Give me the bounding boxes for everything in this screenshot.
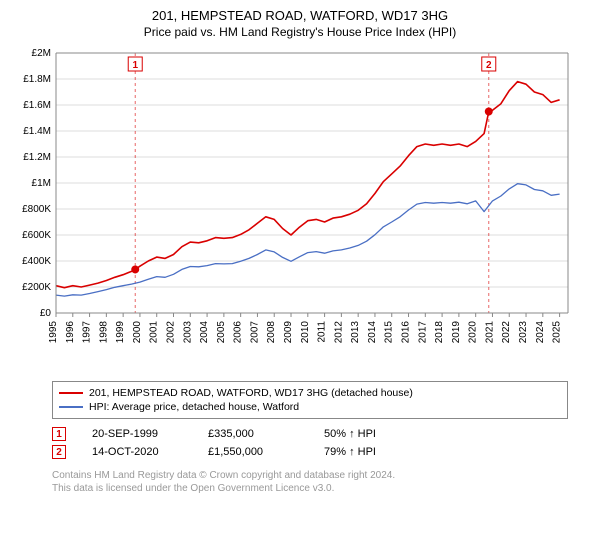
legend-swatch-hpi xyxy=(59,406,83,408)
legend-label-hpi: HPI: Average price, detached house, Watf… xyxy=(89,401,299,413)
svg-text:2021: 2021 xyxy=(484,321,495,344)
svg-text:2004: 2004 xyxy=(199,321,210,344)
svg-text:£1M: £1M xyxy=(32,178,51,189)
marker-date-1: 20-SEP-1999 xyxy=(92,428,182,440)
svg-text:£1.6M: £1.6M xyxy=(23,100,51,111)
svg-text:2023: 2023 xyxy=(518,321,529,344)
chart-title: 201, HEMPSTEAD ROAD, WATFORD, WD17 3HG xyxy=(12,8,588,23)
svg-text:£1.2M: £1.2M xyxy=(23,152,51,163)
marker-pct-2: 79% ↑ HPI xyxy=(324,446,414,458)
footer-line-2: This data is licensed under the Open Gov… xyxy=(52,482,568,495)
svg-text:2017: 2017 xyxy=(417,321,428,344)
marker-badge-2: 2 xyxy=(52,445,66,459)
legend-box: 201, HEMPSTEAD ROAD, WATFORD, WD17 3HG (… xyxy=(52,381,568,419)
svg-text:2013: 2013 xyxy=(350,321,361,344)
svg-text:£1.8M: £1.8M xyxy=(23,74,51,85)
svg-text:2006: 2006 xyxy=(233,321,244,344)
svg-text:2016: 2016 xyxy=(401,321,412,344)
marker-legend: 1 20-SEP-1999 £335,000 50% ↑ HPI 2 14-OC… xyxy=(52,425,568,461)
svg-text:2019: 2019 xyxy=(451,321,462,344)
svg-text:2005: 2005 xyxy=(216,321,227,344)
svg-text:1999: 1999 xyxy=(115,321,126,344)
svg-text:£0: £0 xyxy=(40,308,52,319)
svg-text:2024: 2024 xyxy=(535,321,546,344)
marker-price-1: £335,000 xyxy=(208,428,298,440)
svg-text:2022: 2022 xyxy=(501,321,512,344)
svg-text:£2M: £2M xyxy=(32,48,51,59)
svg-text:2002: 2002 xyxy=(166,321,177,344)
footer-note: Contains HM Land Registry data © Crown c… xyxy=(52,469,568,495)
svg-text:2018: 2018 xyxy=(434,321,445,344)
svg-text:£1.4M: £1.4M xyxy=(23,126,51,137)
chart-area: £0 £200K £400K £600K £800K £1M £1.2M £1.4M £1.6M… xyxy=(12,45,588,375)
marker-date-2: 14-OCT-2020 xyxy=(92,446,182,458)
marker-row-1: 1 20-SEP-1999 £335,000 50% ↑ HPI xyxy=(52,425,568,443)
legend-item-price-paid: 201, HEMPSTEAD ROAD, WATFORD, WD17 3HG (… xyxy=(59,386,561,400)
svg-text:2000: 2000 xyxy=(132,321,143,344)
svg-text:2014: 2014 xyxy=(367,321,378,344)
svg-text:1996: 1996 xyxy=(65,321,76,344)
svg-text:1998: 1998 xyxy=(98,321,109,344)
svg-text:2008: 2008 xyxy=(266,321,277,344)
legend-item-hpi: HPI: Average price, detached house, Watf… xyxy=(59,400,561,414)
svg-text:2020: 2020 xyxy=(468,321,479,344)
svg-text:£600K: £600K xyxy=(22,230,51,241)
marker-row-2: 2 14-OCT-2020 £1,550,000 79% ↑ HPI xyxy=(52,443,568,461)
svg-text:2025: 2025 xyxy=(552,321,563,344)
svg-text:£800K: £800K xyxy=(22,204,51,215)
svg-text:2015: 2015 xyxy=(384,321,395,344)
svg-text:2011: 2011 xyxy=(317,321,328,343)
chart-subtitle: Price paid vs. HM Land Registry's House … xyxy=(12,25,588,39)
legend-swatch-price-paid xyxy=(59,392,83,394)
marker-badge-1: 1 xyxy=(52,427,66,441)
svg-text:2007: 2007 xyxy=(249,321,260,344)
svg-text:2003: 2003 xyxy=(182,321,193,344)
svg-text:1: 1 xyxy=(132,60,138,71)
marker-pct-1: 50% ↑ HPI xyxy=(324,428,414,440)
marker-price-2: £1,550,000 xyxy=(208,446,298,458)
svg-text:1995: 1995 xyxy=(48,321,59,344)
svg-text:£200K: £200K xyxy=(22,282,51,293)
footer-line-1: Contains HM Land Registry data © Crown c… xyxy=(52,469,568,482)
svg-text:2010: 2010 xyxy=(300,321,311,344)
svg-text:1997: 1997 xyxy=(82,321,93,344)
svg-text:2012: 2012 xyxy=(333,321,344,344)
svg-text:2001: 2001 xyxy=(149,321,160,344)
svg-text:£400K: £400K xyxy=(22,256,51,267)
svg-text:2009: 2009 xyxy=(283,321,294,344)
svg-text:2: 2 xyxy=(486,60,492,71)
line-chart: £0 £200K £400K £600K £800K £1M £1.2M £1.4M £1.6M… xyxy=(12,45,572,375)
legend-label-price-paid: 201, HEMPSTEAD ROAD, WATFORD, WD17 3HG (… xyxy=(89,387,413,399)
